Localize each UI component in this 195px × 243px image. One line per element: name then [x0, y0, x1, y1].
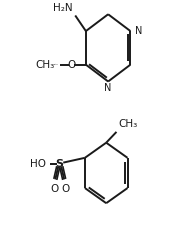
Text: N: N — [135, 26, 142, 36]
Text: methyl: methyl — [53, 64, 58, 65]
Text: CH₃: CH₃ — [36, 60, 55, 70]
Text: N: N — [105, 83, 112, 93]
Text: S: S — [56, 159, 64, 169]
Text: H₂N: H₂N — [53, 3, 72, 13]
Text: CH₃: CH₃ — [119, 120, 138, 130]
Text: HO: HO — [30, 159, 46, 169]
Text: O: O — [61, 184, 69, 194]
Text: O: O — [67, 60, 75, 70]
Text: O: O — [50, 184, 58, 194]
